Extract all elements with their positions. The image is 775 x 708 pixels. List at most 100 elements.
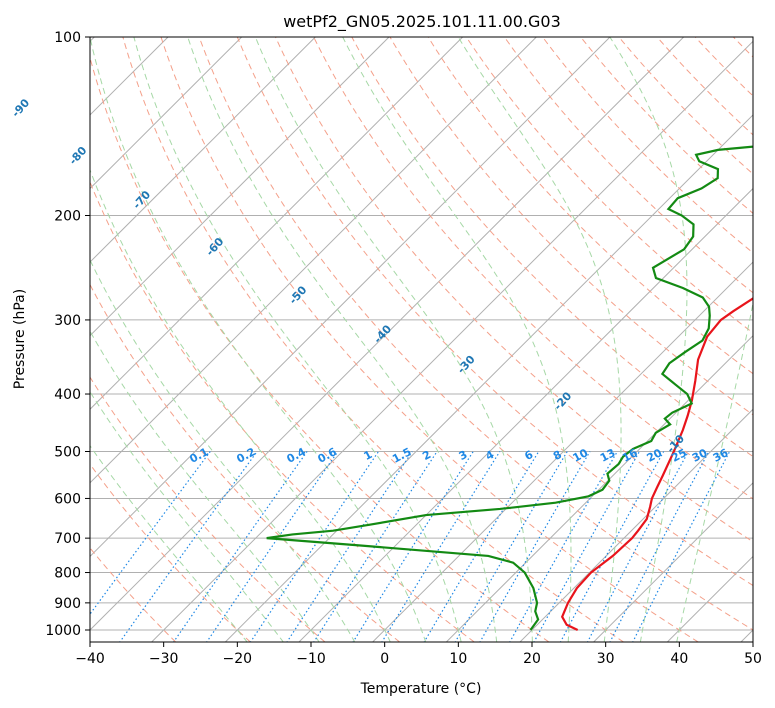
y-tick-label: 700 <box>54 531 81 547</box>
dry-adiabat-label: -90 <box>9 96 32 120</box>
mixing-ratio-label: 20 <box>645 446 665 465</box>
mixing-ratio-label: 4 <box>483 448 496 463</box>
dry-adiabat-line <box>122 37 624 642</box>
y-tick-label: 900 <box>54 596 81 612</box>
mixing-ratio-line <box>249 451 380 642</box>
dry-adiabat-label: -20 <box>551 389 574 413</box>
mixing-ratio-line <box>559 451 665 642</box>
mixing-ratio-label: 30 <box>690 446 710 465</box>
isotherm-line <box>90 37 611 558</box>
isotherm-line <box>372 261 753 642</box>
dry-adiabat-line <box>351 37 753 458</box>
moist-adiabat-line <box>187 37 498 642</box>
x-tick-label: 20 <box>523 651 541 667</box>
dry-adiabat-label: -60 <box>203 235 226 259</box>
moist-adiabat-line <box>676 300 753 642</box>
x-tick-label: 0 <box>380 651 389 667</box>
plot-area <box>90 37 775 642</box>
isotherm-line <box>90 37 390 337</box>
isotherm-line <box>519 408 753 642</box>
dry-adiabat-line <box>90 283 400 642</box>
mixing-ratio-label: 25 <box>669 446 689 465</box>
x-tick-label: 10 <box>449 651 467 667</box>
dry-adiabat-line <box>236 37 753 587</box>
y-tick-label: 1000 <box>45 623 81 639</box>
mixing-ratio-line <box>509 451 618 642</box>
moist-adiabat-line <box>90 390 284 642</box>
isotherm-line <box>151 40 753 642</box>
mixing-ratio-line <box>479 451 591 642</box>
dry-adiabat-line <box>618 37 753 175</box>
dry-adiabat-line <box>504 37 753 294</box>
isotherm-line <box>90 37 243 190</box>
mixing-ratio-label: 10 <box>571 446 591 465</box>
dry-adiabat-line <box>90 55 550 642</box>
mixing-ratio-line <box>286 451 413 642</box>
y-axis-label: Pressure (hPa) <box>12 289 28 389</box>
moist-adiabat-line <box>133 37 462 642</box>
mixing-ratio-label: 0.4 <box>285 445 309 466</box>
isotherm-line <box>593 482 753 642</box>
mixing-ratio-line <box>533 451 640 642</box>
dry-adiabat-line <box>90 180 475 642</box>
moist-adiabat-line <box>90 37 427 642</box>
x-axis: −40 −30 −20 −10 0 10 20 30 40 50 <box>75 642 762 667</box>
mixing-ratio-line <box>423 451 540 642</box>
moist-adiabat-line <box>90 330 320 642</box>
isotherm-line <box>90 37 685 631</box>
dry-adiabat-label: -80 <box>67 144 90 168</box>
x-axis-label: Temperature (°C) <box>360 681 482 697</box>
mixing-ratio-line <box>172 451 308 642</box>
mixing-ratio-label: 0.2 <box>234 445 257 466</box>
mixing-ratio-line <box>381 451 501 642</box>
plot-frame <box>89 36 754 643</box>
isotherm-line <box>224 114 753 642</box>
dry-adiabat-line <box>772 37 775 642</box>
isotherm-line <box>90 37 464 410</box>
moist-adiabat-line <box>90 168 391 642</box>
temperature-profile-line <box>560 297 753 631</box>
isotherm-line <box>90 37 316 263</box>
dry-adiabat-line <box>90 376 326 642</box>
dry-adiabat-line <box>90 463 251 642</box>
mixing-ratio-label: 13 <box>598 446 618 465</box>
dry-adiabat-line <box>160 37 699 642</box>
y-tick-label: 800 <box>54 566 81 582</box>
mixing-ratio-label: 36 <box>711 446 731 465</box>
x-tick-label: 50 <box>744 651 762 667</box>
moist-adiabat-line <box>342 37 572 642</box>
y-tick-label: 600 <box>54 491 81 507</box>
mixing-ratio-label: 1.5 <box>390 445 413 466</box>
moist-adiabat-line <box>90 258 356 642</box>
y-axis: 100 200 300 400 500 600 700 800 900 1000 <box>45 30 90 639</box>
mixing-ratio-label: 16 <box>620 446 640 465</box>
chart-title: wetPf2_GN05.2025.101.11.00.G03 <box>283 12 561 32</box>
dry-adiabat-line <box>313 37 753 500</box>
mixing-ratio-label: 3 <box>457 448 470 463</box>
dewpoint-profile-line <box>266 145 753 631</box>
mixing-ratio-line <box>454 451 568 642</box>
isotherm-line <box>445 334 753 642</box>
dry-adiabat-line <box>275 37 753 543</box>
mixing-ratio-label: 1 <box>362 448 375 463</box>
x-tick-label: −20 <box>223 651 253 667</box>
mixing-ratio-line <box>119 451 258 642</box>
dry-adiabat-label: -70 <box>130 188 153 212</box>
x-tick-label: 30 <box>597 651 615 667</box>
moist-adiabat-line <box>609 37 688 642</box>
annotation-labels: 0.10.20.40.611.52346810131620253036-100-… <box>9 96 731 466</box>
dry-adiabat-line <box>198 37 753 631</box>
dry-adiabat-label: -50 <box>287 283 310 307</box>
mixing-ratio-label: 8 <box>551 448 564 463</box>
dry-adiabat-line <box>389 37 753 416</box>
isotherm-line <box>90 37 537 484</box>
x-tick-label: −10 <box>296 651 326 667</box>
mixing-ratio-line <box>586 451 689 642</box>
mixing-ratio-line <box>632 451 731 642</box>
x-tick-label: 40 <box>670 651 688 667</box>
x-tick-label: −40 <box>75 651 105 667</box>
y-tick-label: 200 <box>54 209 81 225</box>
y-tick-label: 100 <box>54 30 81 46</box>
moist-adiabat-line <box>254 37 533 642</box>
